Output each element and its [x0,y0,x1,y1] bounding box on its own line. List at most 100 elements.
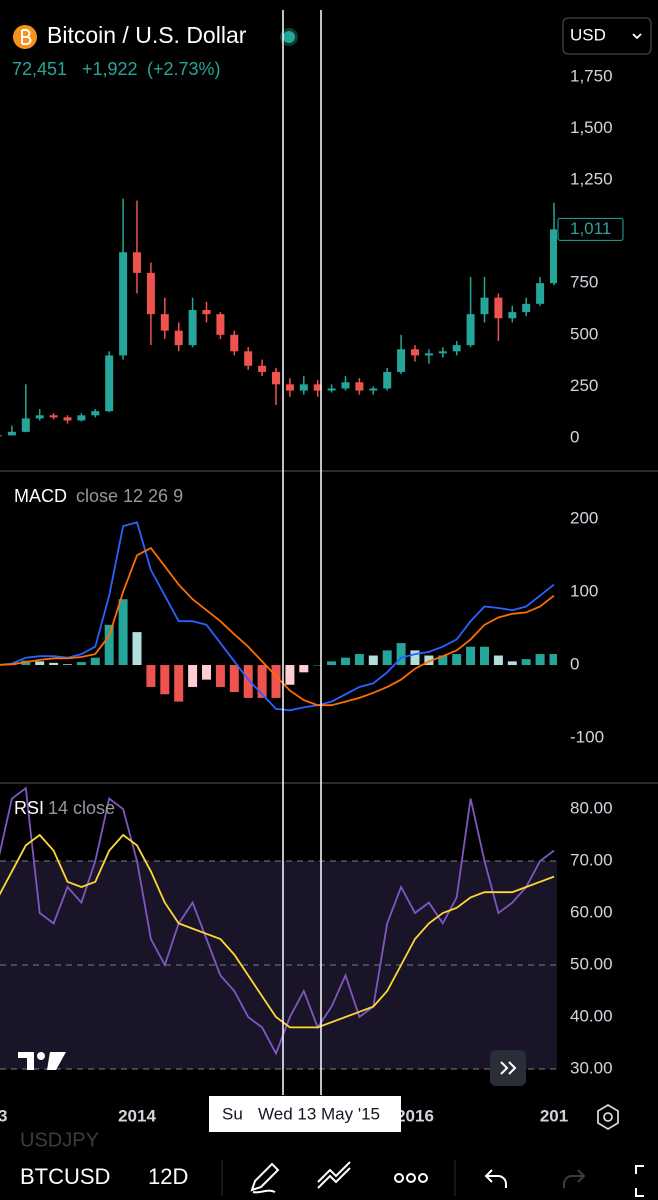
candle-body [341,382,350,389]
histogram-bar [466,646,476,666]
indicator-line [0,833,555,1029]
currency-dropdown[interactable] [562,17,652,55]
candle-body [105,355,114,412]
currency-label: USD [570,25,606,44]
interval-button[interactable]: 12D [148,1164,188,1189]
histogram-bar [493,655,503,666]
axes: 0 250 500 750 1,250 1,500 1,750 1,011 -100 0 100 20… [0,66,624,1125]
histogram-bar [396,643,406,666]
rsi-params: 14 close [48,798,115,818]
fullscreen-button[interactable] [635,1165,644,1197]
y-tick-label: 100 [570,581,598,600]
price-change: +1,922 [82,59,138,79]
candle-body [0,435,2,437]
symbol-title: Bitcoin / U.S. Dollar [47,22,247,48]
y-tick-label: 200 [570,508,598,527]
candle-body [369,388,378,391]
histogram-bar [424,655,434,666]
redo-button[interactable] [563,1169,586,1188]
candle-body [244,351,253,366]
histogram-bar [132,632,142,666]
dropdown-chevron [632,33,642,40]
candle-body [119,252,128,356]
histogram-bar [90,657,100,666]
candle-body [216,314,225,335]
histogram-bar [118,599,128,666]
symbol-button[interactable]: BTCUSD [20,1164,110,1189]
y-tick-label: -100 [570,728,604,747]
y-tick-label: 60.00 [570,902,613,921]
toolbar [0,1147,658,1200]
draw-tool[interactable] [250,1162,280,1194]
histogram-bar [215,665,225,687]
y-tick-label: 0 [570,655,579,674]
indicator-line [0,521,555,712]
candle-body [35,415,44,419]
last-price-label: 1,011 [570,219,611,238]
candle-body [550,229,557,284]
y-tick-label: 70.00 [570,850,613,869]
tooltip-date: Wed 13 May '15 [258,1104,380,1123]
histogram-bar [229,665,239,693]
trend-tool[interactable] [317,1161,351,1189]
more-button[interactable] [394,1173,428,1183]
y-tick-label: 1,250 [570,169,613,188]
bitcoin-icon-glyph [21,29,32,45]
histogram-bar [49,662,59,666]
histogram-bar [202,665,211,680]
candle-body [452,345,461,352]
histogram-bar [410,650,420,666]
histogram-bar [257,665,267,698]
candle-body [508,312,517,319]
histogram-bar [341,657,350,666]
candle-body [299,384,308,391]
histogram-bar [382,650,392,666]
undo-button[interactable] [484,1169,507,1188]
y-tick-label: 500 [570,324,598,343]
price-change-pct: (+2.73%) [147,59,221,79]
candle-body [63,417,72,421]
candle-body [91,411,100,416]
histogram-bar [313,665,323,666]
histogram-bar [160,665,170,695]
x-tick-label: 13 [0,1106,7,1125]
histogram-bar [243,665,253,698]
histogram-bar [507,661,517,666]
histogram-bar [188,665,198,687]
histogram-bar [104,624,114,666]
y-tick-label: 1,750 [570,66,613,85]
y-tick-label: 250 [570,376,598,395]
macd-title: MACD [14,486,67,506]
candle-body [188,310,197,346]
y-tick-label: 0 [570,427,579,446]
histogram-bar [521,659,531,666]
histogram-bar [174,665,184,702]
indicator-line [0,786,555,1056]
histogram-bar [271,665,281,698]
candle-body [285,384,294,391]
candle-body [230,334,239,352]
candle-body [411,349,419,356]
candle-body [146,272,155,315]
histogram-bar [438,655,448,666]
candle-body [133,252,141,273]
histogram-bar [368,655,378,666]
candle-body [77,415,86,421]
settings-icon[interactable] [597,1103,619,1131]
candle-body [466,314,475,346]
candle-body [258,365,267,372]
candle-body [480,297,489,315]
candle-body [522,303,531,313]
candle-body [21,418,30,432]
candle-body [7,431,16,436]
market-status [283,31,295,43]
candle-body [202,310,211,315]
histogram-bar [63,664,72,666]
histogram-bar [146,665,156,687]
indicator-line [0,546,555,707]
rsi-title: RSI [14,798,44,818]
histogram-bar [327,661,337,666]
histogram-bar [549,654,557,666]
candle-body [272,371,280,385]
